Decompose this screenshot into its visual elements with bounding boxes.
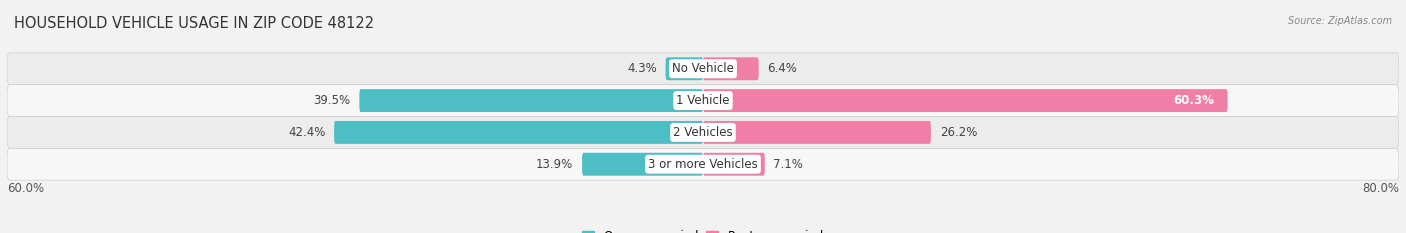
- FancyBboxPatch shape: [703, 89, 1227, 112]
- Legend: Owner-occupied, Renter-occupied: Owner-occupied, Renter-occupied: [578, 225, 828, 233]
- Text: 42.4%: 42.4%: [288, 126, 325, 139]
- FancyBboxPatch shape: [7, 85, 1399, 116]
- FancyBboxPatch shape: [335, 121, 703, 144]
- Text: 39.5%: 39.5%: [314, 94, 350, 107]
- FancyBboxPatch shape: [665, 57, 703, 80]
- Text: 3 or more Vehicles: 3 or more Vehicles: [648, 158, 758, 171]
- Text: 1 Vehicle: 1 Vehicle: [676, 94, 730, 107]
- Text: Source: ZipAtlas.com: Source: ZipAtlas.com: [1288, 16, 1392, 26]
- Text: 60.0%: 60.0%: [7, 182, 44, 195]
- Text: 13.9%: 13.9%: [536, 158, 574, 171]
- Text: 60.3%: 60.3%: [1174, 94, 1215, 107]
- FancyBboxPatch shape: [703, 153, 765, 176]
- Text: HOUSEHOLD VEHICLE USAGE IN ZIP CODE 48122: HOUSEHOLD VEHICLE USAGE IN ZIP CODE 4812…: [14, 16, 374, 31]
- FancyBboxPatch shape: [582, 153, 703, 176]
- FancyBboxPatch shape: [360, 89, 703, 112]
- Text: 2 Vehicles: 2 Vehicles: [673, 126, 733, 139]
- FancyBboxPatch shape: [7, 116, 1399, 148]
- FancyBboxPatch shape: [703, 57, 759, 80]
- Text: 80.0%: 80.0%: [1362, 182, 1399, 195]
- FancyBboxPatch shape: [7, 53, 1399, 85]
- FancyBboxPatch shape: [7, 148, 1399, 180]
- Text: No Vehicle: No Vehicle: [672, 62, 734, 75]
- FancyBboxPatch shape: [703, 121, 931, 144]
- Text: 4.3%: 4.3%: [627, 62, 657, 75]
- Text: 7.1%: 7.1%: [773, 158, 803, 171]
- Text: 6.4%: 6.4%: [768, 62, 797, 75]
- Text: 26.2%: 26.2%: [939, 126, 977, 139]
